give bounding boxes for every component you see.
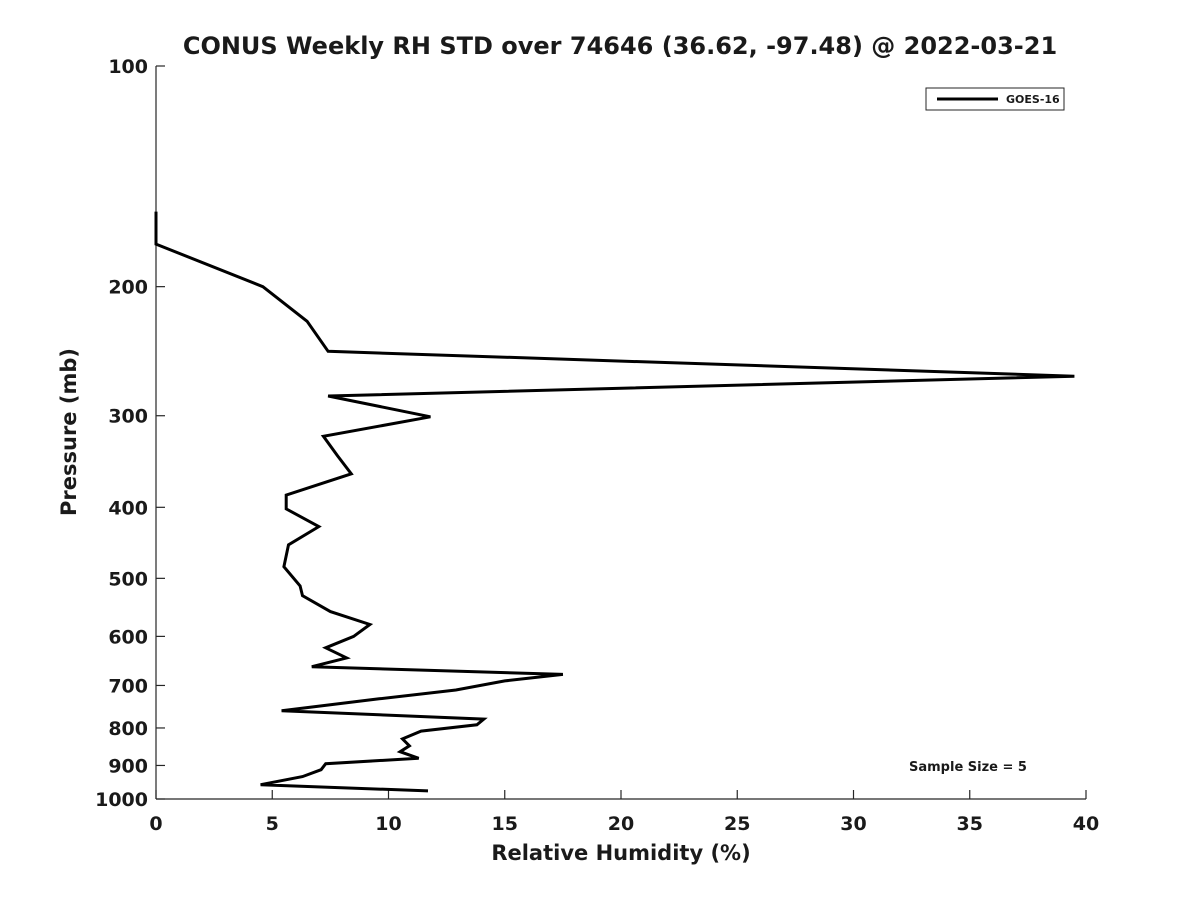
series-layer [154, 211, 1075, 793]
x-tick-label: 10 [375, 813, 401, 835]
y-axis-label: Pressure (mb) [57, 348, 81, 516]
y-tick-label: 800 [108, 718, 148, 740]
x-tick-label: 20 [608, 813, 634, 835]
y-tick-label: 300 [108, 406, 148, 428]
x-tick-label: 35 [957, 813, 983, 835]
x-axis-label: Relative Humidity (%) [491, 841, 750, 865]
x-tick-label: 40 [1073, 813, 1099, 835]
y-tick-label: 600 [108, 626, 148, 648]
series-line-goes-16 [154, 211, 1075, 793]
x-tick-label: 30 [840, 813, 866, 835]
legend: GOES-16 [925, 87, 1065, 111]
sample-size-annotation: Sample Size = 5 [909, 760, 1027, 775]
x-ticks: 0 5 10 15 20 25 30 35 40 [149, 790, 1099, 835]
x-tick-label: 25 [724, 813, 750, 835]
y-tick-label: 500 [108, 568, 148, 590]
y-ticks: 100 200 300 400 500 600 700 800 900 1000 [95, 56, 165, 811]
x-tick-label: 5 [266, 813, 279, 835]
y-tick-label: 200 [108, 277, 148, 299]
chart-title: CONUS Weekly RH STD over 74646 (36.62, -… [183, 32, 1057, 60]
x-tick-label: 15 [492, 813, 518, 835]
x-tick-label: 0 [149, 813, 162, 835]
y-tick-label: 100 [108, 56, 148, 78]
y-tick-label: 400 [108, 497, 148, 519]
y-tick-label: 900 [108, 755, 148, 777]
y-tick-label: 700 [108, 675, 148, 697]
legend-label-goes-16: GOES-16 [1006, 93, 1060, 106]
y-tick-label: 1000 [95, 789, 148, 811]
